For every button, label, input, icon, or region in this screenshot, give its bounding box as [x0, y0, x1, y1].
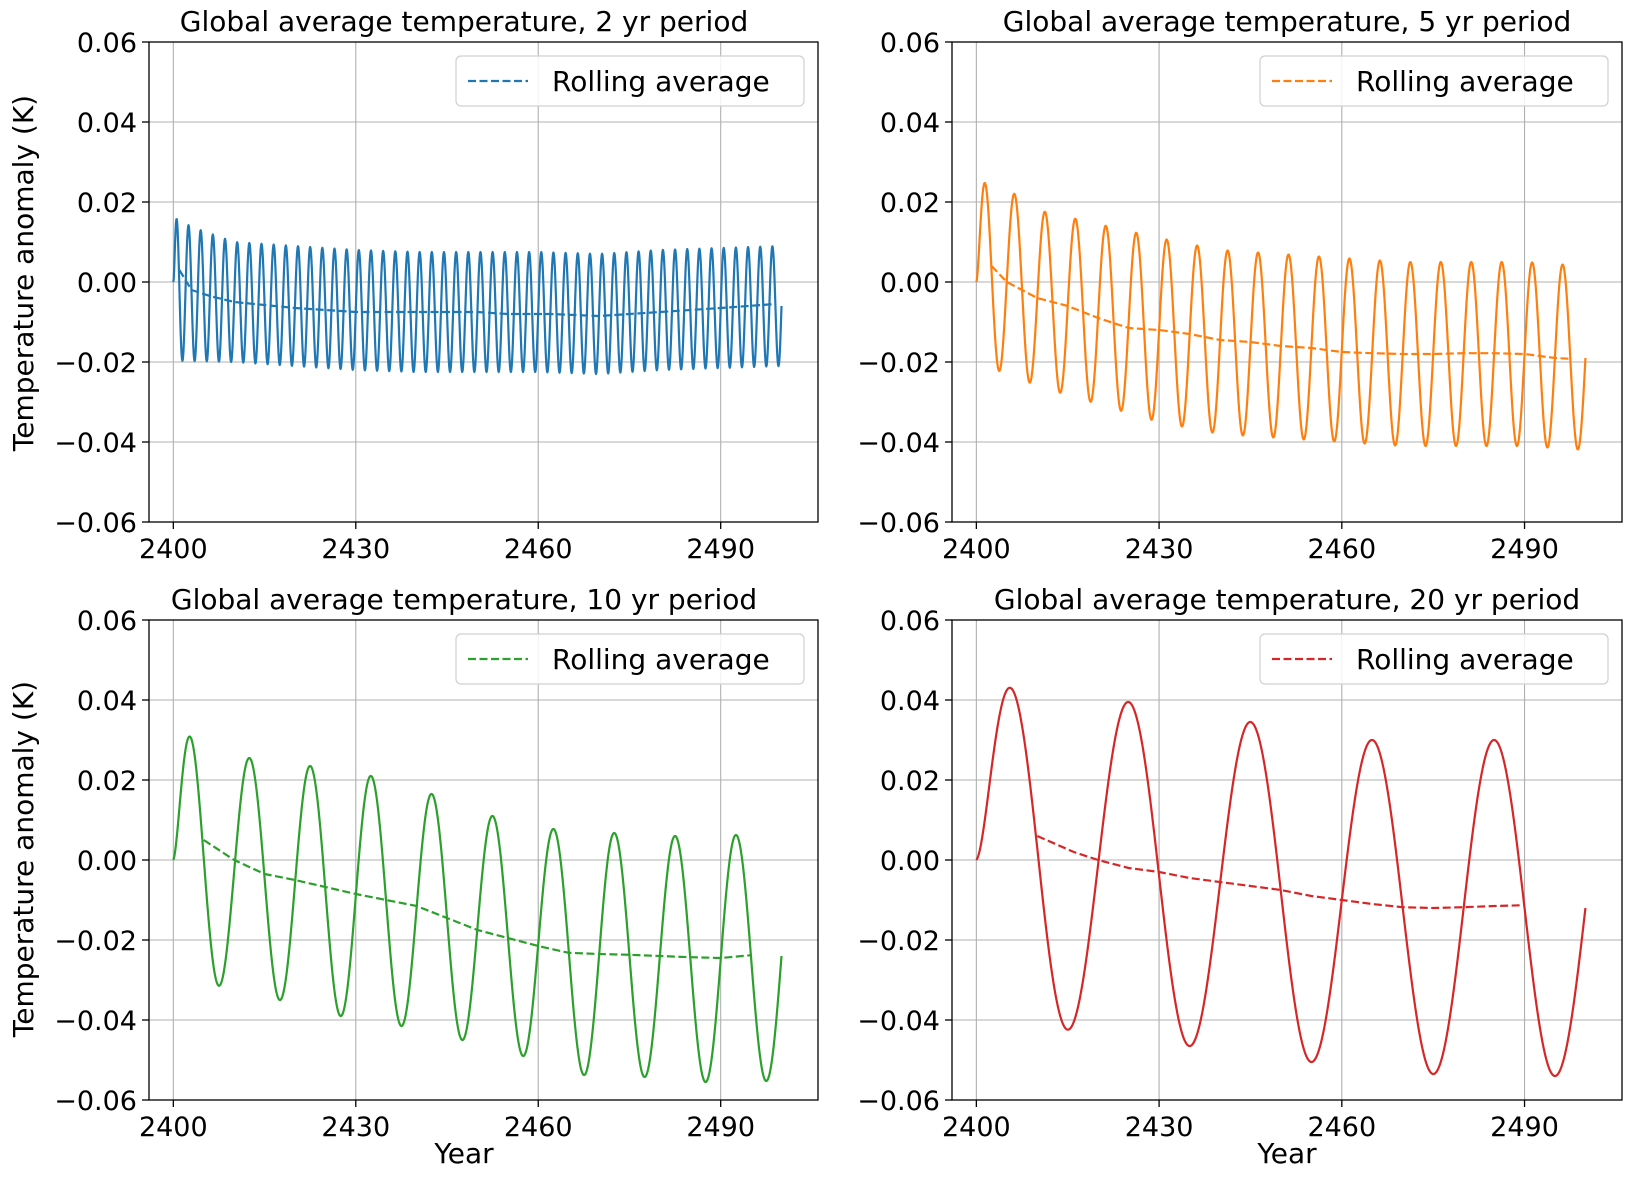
temperature-line [975, 686, 1587, 1078]
panel-title: Global average temperature, 5 yr period [1003, 5, 1571, 38]
legend: Rolling average [455, 633, 805, 685]
y-tick-label: −0.02 [54, 926, 137, 957]
legend-label: Rolling average [552, 65, 770, 98]
legend-label: Rolling average [1356, 65, 1574, 98]
legend-box [455, 633, 805, 685]
rolling-average-line [203, 839, 752, 960]
x-tick-label: 2430 [1125, 534, 1194, 565]
legend-box [455, 55, 805, 107]
y-tick-label: 0.04 [880, 108, 940, 139]
y-tick-label: 0.04 [77, 686, 137, 717]
panel-title: Global average temperature, 2 yr period [180, 5, 748, 38]
y-tick-label: 0.06 [880, 28, 940, 59]
x-tick-label: 2430 [321, 1112, 390, 1143]
y-tick-label: −0.02 [54, 348, 137, 379]
y-tick-label: −0.04 [857, 428, 940, 459]
y-tick-label: 0.06 [77, 606, 137, 637]
x-tick-label: 2400 [942, 1112, 1011, 1143]
rolling-average-line [178, 269, 776, 318]
y-tick-label: −0.06 [857, 508, 940, 539]
y-tick-label: 0.02 [880, 188, 940, 219]
legend: Rolling average [455, 55, 805, 107]
y-tick-label: 0.06 [880, 606, 940, 637]
x-tick-label: 2490 [1490, 1112, 1559, 1143]
panel-2: Global average temperature, 5 yr period … [857, 5, 1623, 565]
x-tick-label: 2400 [139, 1112, 208, 1143]
panel-title: Global average temperature, 20 yr period [994, 583, 1580, 616]
legend-label: Rolling average [1356, 643, 1574, 676]
series-group [975, 686, 1587, 1078]
x-axis-label: Year [1256, 1137, 1317, 1170]
legend-box [1259, 55, 1609, 107]
y-tick-label: 0.04 [77, 108, 137, 139]
y-tick-label: 0.02 [77, 188, 137, 219]
series-group [172, 735, 783, 1084]
y-tick-label: 0.02 [880, 766, 940, 797]
temperature-line [172, 735, 783, 1084]
y-axis-label: Temperature anomaly (K) [7, 95, 40, 452]
rolling-average-line [990, 265, 1571, 360]
legend-label: Rolling average [552, 643, 770, 676]
x-tick-label: 2490 [1490, 534, 1559, 565]
panel-4: Global average temperature, 20 yr period… [857, 583, 1623, 1170]
panel-3: Global average temperature, 10 yr period… [7, 583, 819, 1170]
y-tick-label: −0.04 [54, 1006, 137, 1037]
x-tick-label: 2490 [686, 534, 755, 565]
y-tick-label: 0.04 [880, 686, 940, 717]
legend: Rolling average [1259, 55, 1609, 107]
x-tick-label: 2460 [1307, 1112, 1376, 1143]
x-axis-label: Year [433, 1137, 494, 1170]
x-tick-label: 2460 [504, 1112, 573, 1143]
series-group [975, 181, 1587, 451]
x-tick-label: 2430 [1125, 1112, 1194, 1143]
y-tick-label: −0.04 [54, 428, 137, 459]
y-tick-label: 0.00 [77, 268, 137, 299]
x-tick-label: 2430 [321, 534, 390, 565]
x-tick-label: 2460 [504, 534, 573, 565]
y-tick-label: 0.02 [77, 766, 137, 797]
y-tick-label: −0.06 [54, 1086, 137, 1117]
panel-title: Global average temperature, 10 yr period [171, 583, 757, 616]
panel-1: Global average temperature, 2 yr period … [7, 5, 819, 565]
x-tick-label: 2400 [942, 534, 1011, 565]
x-tick-label: 2460 [1307, 534, 1376, 565]
x-tick-label: 2400 [139, 534, 208, 565]
y-tick-label: −0.02 [857, 348, 940, 379]
series-group [172, 218, 783, 375]
y-tick-label: −0.02 [857, 926, 940, 957]
y-tick-label: 0.00 [880, 846, 940, 877]
y-tick-label: −0.06 [54, 508, 137, 539]
y-tick-label: −0.06 [857, 1086, 940, 1117]
legend-box [1259, 633, 1609, 685]
rolling-average-line [1036, 834, 1525, 910]
y-tick-label: −0.04 [857, 1006, 940, 1037]
y-tick-label: 0.00 [77, 846, 137, 877]
y-tick-label: 0.06 [77, 28, 137, 59]
y-axis-label: Temperature anomaly (K) [7, 681, 40, 1038]
x-tick-label: 2490 [686, 1112, 755, 1143]
legend: Rolling average [1259, 633, 1609, 685]
y-tick-label: 0.00 [880, 268, 940, 299]
